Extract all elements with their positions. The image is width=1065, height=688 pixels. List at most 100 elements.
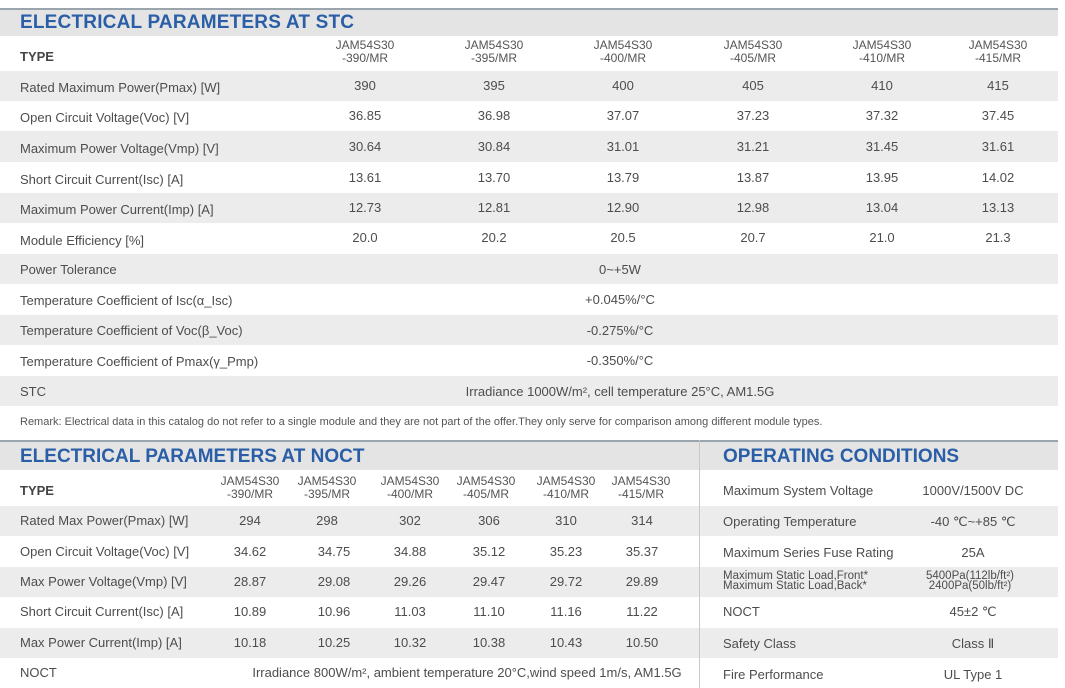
value-cell: 11.16 (550, 604, 582, 619)
span-value: -0.275%/°C (586, 323, 654, 338)
row-label: Temperature Coefficient of Voc(β_Voc) (20, 323, 243, 338)
value-cell: 34.75 (317, 544, 351, 559)
value-cell: 21.0 (869, 230, 895, 245)
value-cell: 28.87 (233, 574, 267, 589)
stc-row-power-tolerance: Power Tolerance 0~+5W (0, 254, 1058, 284)
noct-model-6: JAM54S30 -415/MR (611, 474, 671, 501)
stc-row-vmp: Maximum Power Voltage(Vmp) [V] 30.64 30.… (0, 131, 1058, 162)
op-row-system-voltage: Maximum System Voltage 1000V/1500V DC (700, 472, 1058, 506)
value-cell: 11.03 (394, 604, 426, 619)
value-cell: 13.61 (348, 170, 382, 185)
value-cell: 12.90 (606, 200, 640, 215)
value-cell: 13.13 (981, 200, 1015, 215)
stc-section-header: ELECTRICAL PARAMETERS AT STC (0, 8, 1058, 36)
noct-model-2: JAM54S30 -395/MR (297, 474, 357, 501)
operating-title: OPERATING CONDITIONS (723, 446, 960, 467)
value-cell: 12.81 (477, 200, 511, 215)
noct-model-5: JAM54S30 -410/MR (536, 474, 596, 501)
value-cell: 29.26 (393, 574, 427, 589)
noct-row-imp: Max Power Current(Imp) [A] 10.18 10.25 1… (0, 628, 699, 658)
value-cell: 36.98 (477, 108, 511, 123)
value-cell: 36.85 (348, 108, 382, 123)
value-cell: 34.88 (393, 544, 427, 559)
value-cell: 35.12 (472, 544, 506, 559)
stc-row-temp-coef-pmax: Temperature Coefficient of Pmax(γ_Pmp) -… (0, 345, 1058, 376)
value-cell: 34.62 (233, 544, 267, 559)
noct-type-label: TYPE (20, 483, 54, 498)
value-cell: 400 (612, 78, 634, 93)
span-value: -0.350%/°C (586, 353, 654, 368)
op-row-fuse-rating: Maximum Series Fuse Rating 25A (700, 536, 1058, 567)
span-value: 0~+5W (599, 262, 641, 277)
value-cell: 306 (478, 513, 500, 528)
value-cell: 395 (483, 78, 505, 93)
value-cell: 20.5 (610, 230, 636, 245)
op-row-fire-performance: Fire Performance UL Type 1 (700, 658, 1058, 688)
value-cell: 20.0 (352, 230, 378, 245)
value-cell: 13.95 (865, 170, 899, 185)
value-cell: 314 (631, 513, 653, 528)
stc-row-pmax: Rated Maximum Power(Pmax) [W] 390 395 40… (0, 71, 1058, 101)
row-label: Module Efficiency [%] (20, 233, 145, 248)
stc-title: ELECTRICAL PARAMETERS AT STC (20, 12, 355, 33)
value-cell: 31.45 (865, 139, 899, 154)
value-cell: 10.18 (233, 635, 267, 650)
operating-section-header: OPERATING CONDITIONS (700, 440, 1058, 470)
op-row-safety-class: Safety Class Class Ⅱ (700, 628, 1058, 658)
noct-model-1: JAM54S30 -390/MR (220, 474, 280, 501)
value-cell: 10.50 (625, 635, 659, 650)
op-row-static-load: Maximum Static Load,Front* Maximum Static… (700, 567, 1058, 597)
stc-type-label: TYPE (20, 49, 54, 64)
noct-row-vmp: Max Power Voltage(Vmp) [V] 28.87 29.08 2… (0, 567, 699, 597)
stc-model-3: JAM54S30 -400/MR (593, 38, 653, 65)
op-label: Maximum Static Load,Front* Maximum Static… (723, 570, 869, 592)
row-label: STC (20, 384, 46, 399)
value-cell: 10.43 (549, 635, 583, 650)
op-value: 5400Pa(112lb/ft²) 2400Pa(50lb/ft²) (925, 570, 1015, 592)
value-cell: 294 (239, 513, 261, 528)
op-value: -40 ℃~+85 ℃ (930, 514, 1016, 529)
value-cell: 29.08 (317, 574, 351, 589)
stc-row-temp-coef-isc: Temperature Coefficient of Isc(α_Isc) +0… (0, 284, 1058, 315)
row-label: Open Circuit Voltage(Voc) [V] (20, 110, 190, 125)
value-cell: 302 (399, 513, 421, 528)
value-cell: 310 (555, 513, 577, 528)
row-label: Rated Maximum Power(Pmax) [W] (20, 80, 221, 95)
op-label: Fire Performance (723, 667, 824, 682)
op-label: Maximum System Voltage (723, 483, 874, 498)
remark-note: Remark: Electrical data in this catalog … (20, 416, 823, 428)
row-label: Open Circuit Voltage(Voc) [V] (20, 544, 190, 559)
op-value: UL Type 1 (943, 667, 1003, 682)
noct-row-pmax: Rated Max Power(Pmax) [W] 294 298 302 30… (0, 506, 699, 536)
value-cell: 35.37 (625, 544, 659, 559)
value-cell: 30.64 (348, 139, 382, 154)
row-label: Maximum Power Voltage(Vmp) [V] (20, 141, 219, 156)
value-cell: 30.84 (477, 139, 511, 154)
noct-model-4: JAM54S30 -405/MR (456, 474, 516, 501)
value-cell: 10.25 (317, 635, 351, 650)
value-cell: 415 (987, 78, 1009, 93)
stc-model-6: JAM54S30 -415/MR (968, 38, 1028, 65)
value-cell: 14.02 (981, 170, 1015, 185)
span-value: Irradiance 800W/m², ambient temperature … (252, 665, 682, 680)
op-label: Safety Class (723, 636, 796, 651)
value-cell: 10.89 (233, 604, 267, 619)
value-cell: 31.61 (981, 139, 1015, 154)
noct-row-voc: Open Circuit Voltage(Voc) [V] 34.62 34.7… (0, 536, 699, 567)
row-label: Power Tolerance (20, 262, 117, 277)
noct-header-row: TYPE JAM54S30 -390/MR JAM54S30 -395/MR JAM… (0, 472, 699, 506)
stc-row-stc: STC Irradiance 1000W/m², cell temperatur… (0, 376, 1058, 406)
value-cell: 13.87 (736, 170, 770, 185)
value-cell: 10.38 (472, 635, 506, 650)
stc-row-isc: Short Circuit Current(Isc) [A] 13.61 13.… (0, 162, 1058, 193)
op-label: Operating Temperature (723, 514, 857, 529)
value-cell: 20.7 (740, 230, 766, 245)
value-cell: 13.70 (477, 170, 511, 185)
stc-row-imp: Maximum Power Current(Imp) [A] 12.73 12.… (0, 193, 1058, 223)
value-cell: 20.2 (481, 230, 507, 245)
value-cell: 410 (871, 78, 893, 93)
span-value: Irradiance 1000W/m², cell temperature 25… (465, 384, 775, 399)
row-label: Max Power Voltage(Vmp) [V] (20, 574, 187, 589)
value-cell: 37.23 (736, 108, 770, 123)
noct-row-isc: Short Circuit Current(Isc) [A] 10.89 10.… (0, 597, 699, 628)
